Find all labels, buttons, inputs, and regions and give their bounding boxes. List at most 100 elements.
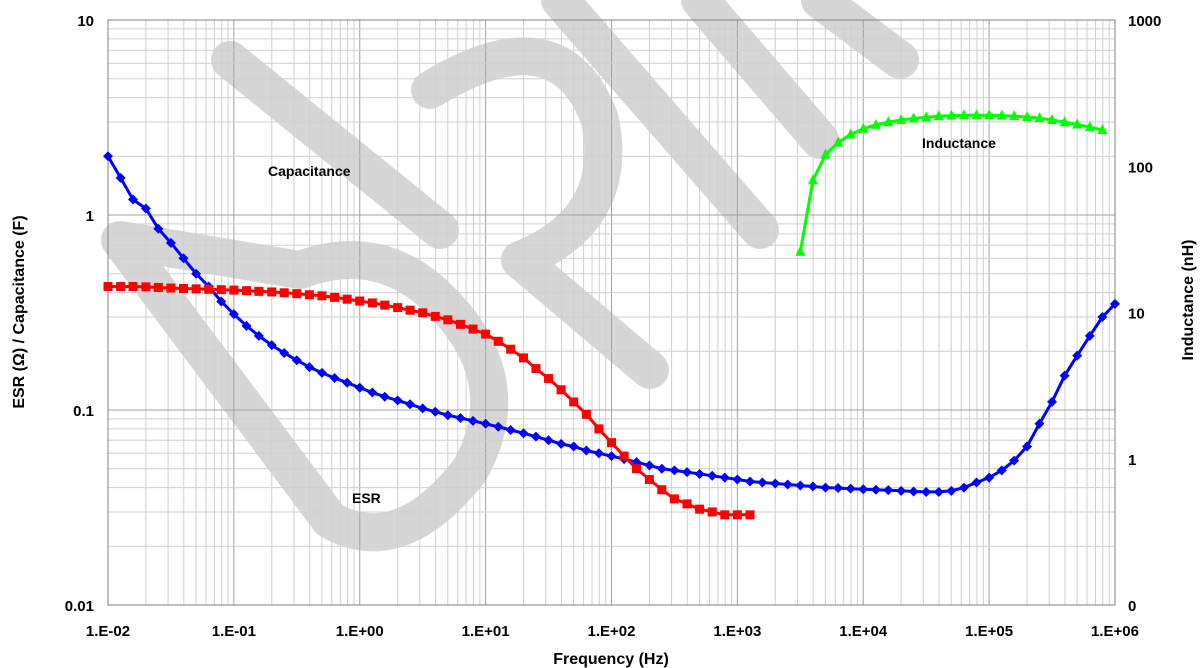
data-point-esr — [405, 399, 416, 410]
data-point-capacitance — [254, 286, 264, 296]
data-point-esr — [518, 428, 529, 439]
data-point-capacitance — [619, 451, 629, 461]
data-point-esr — [304, 362, 315, 373]
y-left-axis-ticks: 0.01 0.1 1 10 — [65, 13, 94, 615]
data-point-esr — [228, 309, 239, 320]
data-point-esr — [833, 483, 844, 494]
data-point-capacitance — [367, 298, 377, 308]
data-point-esr — [795, 480, 806, 491]
y-right-tick-label: 100 — [1128, 159, 1153, 176]
data-point-capacitance — [216, 285, 226, 295]
data-point-capacitance — [581, 409, 591, 419]
data-point-esr — [191, 268, 202, 279]
y-left-tick-label: 0.1 — [73, 403, 94, 420]
data-point-capacitance — [141, 282, 151, 292]
data-point-esr — [342, 377, 353, 388]
data-point-capacitance — [116, 281, 126, 291]
data-point-esr — [241, 320, 252, 331]
data-point-inductance — [1047, 114, 1058, 125]
data-point-esr — [732, 474, 743, 485]
data-point-esr — [178, 253, 189, 264]
data-point-esr — [430, 406, 441, 417]
data-point-esr — [329, 372, 340, 383]
data-point-capacitance — [707, 507, 717, 517]
data-point-esr — [1034, 418, 1045, 429]
data-point-inductance — [1097, 123, 1108, 134]
data-point-esr — [468, 415, 479, 426]
data-point-inductance — [1034, 112, 1045, 123]
y-right-tick-label: 0 — [1128, 598, 1136, 615]
data-point-capacitance — [304, 290, 314, 300]
data-point-capacitance — [179, 283, 189, 293]
data-point-inductance — [984, 109, 995, 120]
x-tick-label: 1.E+03 — [713, 623, 761, 640]
data-point-esr — [883, 485, 894, 496]
data-point-capacitance — [393, 303, 403, 313]
annotation-capacitance: Capacitance — [268, 163, 351, 179]
data-point-inductance — [921, 111, 932, 122]
data-point-esr — [669, 465, 680, 476]
data-point-esr — [568, 441, 579, 452]
x-tick-label: 1.E+06 — [1091, 623, 1139, 640]
y-right-axis-ticks: 0 1 10 100 1000 — [1128, 13, 1161, 615]
data-point-capacitance — [720, 510, 730, 520]
data-point-capacitance — [569, 397, 579, 407]
data-point-inductance — [908, 112, 919, 123]
data-point-capacitance — [355, 296, 365, 306]
data-point-capacitance — [279, 288, 289, 298]
y-right-axis-title: Inductance (nH) — [1180, 240, 1197, 361]
data-point-esr — [933, 486, 944, 497]
data-point-esr — [984, 472, 995, 483]
y-left-tick-label: 10 — [77, 13, 94, 30]
data-point-esr — [417, 403, 428, 414]
x-tick-label: 1.E+02 — [588, 623, 636, 640]
x-tick-label: 1.E-01 — [212, 623, 256, 640]
data-point-esr — [971, 477, 982, 488]
data-point-capacitance — [455, 319, 465, 329]
data-point-esr — [593, 448, 604, 459]
data-point-capacitance — [418, 308, 428, 318]
data-point-esr — [1072, 350, 1083, 361]
data-point-capacitance — [556, 385, 566, 395]
y-left-tick-label: 0.01 — [65, 598, 94, 615]
data-point-esr — [354, 382, 365, 393]
data-point-esr — [556, 438, 567, 449]
data-point-capacitance — [607, 438, 616, 448]
data-point-esr — [140, 203, 151, 214]
data-point-esr — [543, 435, 554, 446]
data-point-esr — [165, 237, 176, 248]
data-point-esr — [707, 470, 718, 481]
data-point-capacitance — [695, 504, 705, 514]
data-point-esr — [606, 451, 617, 462]
data-point-esr — [656, 463, 667, 474]
data-point-capacitance — [669, 494, 679, 504]
data-point-capacitance — [519, 353, 529, 363]
series-line-capacitance — [108, 285, 750, 517]
data-point-capacitance — [267, 287, 277, 297]
data-point-esr — [644, 460, 655, 471]
data-point-inductance — [896, 114, 907, 125]
data-point-inductance — [996, 109, 1007, 120]
data-point-esr — [1097, 311, 1108, 322]
data-point-capacitance — [153, 282, 163, 292]
data-point-capacitance — [103, 281, 113, 291]
data-point-inductance — [833, 136, 844, 147]
data-point-esr — [505, 424, 516, 435]
data-point-inductance — [807, 174, 818, 185]
data-point-capacitance — [204, 284, 214, 294]
data-point-esr — [719, 472, 730, 483]
data-point-capacitance — [531, 364, 541, 374]
data-point-esr — [745, 476, 756, 487]
y-right-tick-label: 1000 — [1128, 13, 1161, 30]
data-point-esr — [694, 468, 705, 479]
annotation-inductance: Inductance — [922, 135, 996, 151]
data-point-capacitance — [317, 291, 327, 301]
data-point-esr — [921, 486, 932, 497]
data-point-inductance — [820, 148, 831, 159]
data-point-capacitance — [493, 336, 503, 346]
x-tick-label: 1.E+01 — [462, 623, 510, 640]
data-point-esr — [1009, 455, 1020, 466]
data-point-capacitance — [468, 324, 478, 334]
data-point-inductance — [933, 110, 944, 121]
data-point-esr — [128, 194, 139, 205]
